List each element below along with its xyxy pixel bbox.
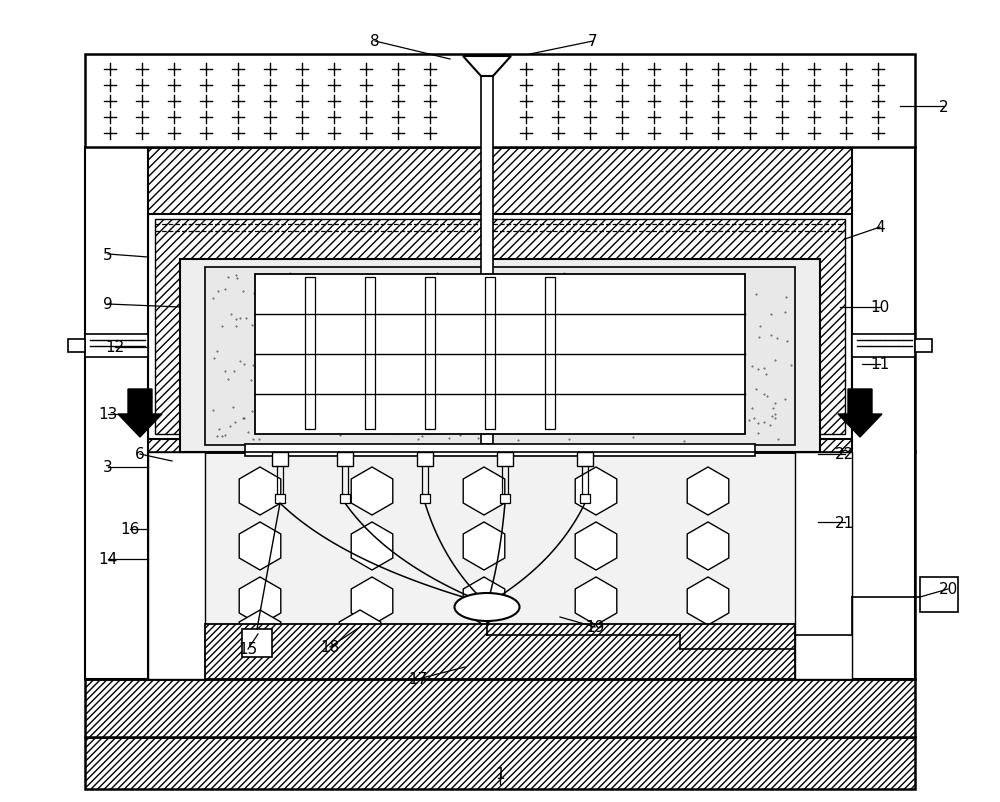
Polygon shape [127, 468, 169, 516]
Text: 14: 14 [98, 552, 118, 567]
Polygon shape [463, 522, 505, 570]
Text: 21: 21 [835, 515, 855, 530]
Bar [272, 452, 288, 467]
Polygon shape [575, 626, 617, 673]
Text: 19: 19 [585, 620, 605, 634]
Polygon shape [824, 558, 866, 606]
Text: 9: 9 [103, 297, 113, 312]
Polygon shape [118, 390, 162, 437]
Polygon shape [351, 577, 393, 626]
Bar [255, 274, 745, 435]
Bar [155, 220, 845, 435]
Polygon shape [824, 614, 866, 661]
Polygon shape [575, 522, 617, 570]
Bar [85, 148, 148, 679]
Text: 12: 12 [105, 340, 125, 355]
Polygon shape [239, 577, 281, 626]
Text: 1: 1 [495, 767, 505, 781]
Text: 22: 22 [835, 447, 855, 462]
Polygon shape [463, 468, 505, 516]
Polygon shape [687, 468, 729, 516]
Bar [545, 277, 555, 429]
Text: 4: 4 [875, 221, 885, 235]
Text: 6: 6 [135, 447, 145, 462]
Polygon shape [239, 522, 281, 570]
Polygon shape [127, 522, 169, 570]
Text: 18: 18 [320, 640, 340, 654]
Polygon shape [351, 626, 393, 673]
Bar [205, 624, 795, 679]
Polygon shape [799, 577, 841, 626]
Polygon shape [239, 468, 281, 516]
Bar [85, 452, 915, 679]
Polygon shape [139, 610, 181, 658]
Polygon shape [687, 626, 729, 673]
Polygon shape [824, 451, 866, 498]
Polygon shape [127, 626, 169, 673]
Polygon shape [799, 468, 841, 516]
Text: 16: 16 [120, 522, 140, 537]
Bar [915, 339, 932, 353]
Text: 10: 10 [870, 300, 890, 315]
Text: 2: 2 [939, 99, 949, 115]
Polygon shape [687, 522, 729, 570]
Text: 5: 5 [103, 247, 113, 262]
Text: 7: 7 [588, 34, 598, 50]
Bar [485, 277, 495, 429]
Bar [337, 452, 353, 467]
Bar [580, 494, 590, 504]
Bar [852, 334, 915, 358]
Polygon shape [575, 577, 617, 626]
Text: 15: 15 [238, 642, 258, 657]
Polygon shape [463, 626, 505, 673]
Bar [85, 55, 915, 148]
Bar [500, 494, 510, 504]
Polygon shape [127, 577, 169, 626]
Polygon shape [824, 505, 866, 553]
Bar [497, 452, 513, 467]
Text: 3: 3 [103, 460, 113, 475]
Bar [365, 277, 375, 429]
Bar [852, 148, 915, 679]
Polygon shape [463, 577, 505, 626]
Polygon shape [463, 57, 511, 77]
Polygon shape [838, 390, 882, 437]
Bar [242, 630, 272, 657]
Ellipse shape [454, 593, 520, 622]
Polygon shape [351, 468, 393, 516]
Bar [425, 277, 435, 429]
Polygon shape [799, 522, 841, 570]
Text: 20: 20 [938, 581, 958, 597]
Polygon shape [687, 577, 729, 626]
Bar [85, 737, 915, 789]
Bar [245, 444, 755, 456]
Text: 8: 8 [370, 34, 380, 50]
Bar [180, 260, 820, 452]
Polygon shape [799, 626, 841, 673]
Text: 11: 11 [870, 357, 890, 372]
Polygon shape [351, 522, 393, 570]
Polygon shape [239, 610, 281, 658]
Polygon shape [575, 468, 617, 516]
Bar [340, 494, 350, 504]
Bar [577, 452, 593, 467]
Bar [920, 577, 958, 612]
Bar [795, 452, 852, 679]
Bar [205, 268, 795, 445]
Bar [275, 494, 285, 504]
Text: 13: 13 [98, 407, 118, 422]
Bar [420, 494, 430, 504]
Bar [148, 452, 205, 679]
Bar [85, 679, 915, 737]
Polygon shape [339, 610, 381, 658]
Bar [68, 339, 85, 353]
Bar [85, 148, 915, 452]
Bar [417, 452, 433, 467]
Bar [481, 77, 493, 444]
Bar [148, 215, 852, 439]
Text: 17: 17 [408, 671, 428, 687]
Bar [305, 277, 315, 429]
Bar [85, 334, 148, 358]
Polygon shape [239, 626, 281, 673]
